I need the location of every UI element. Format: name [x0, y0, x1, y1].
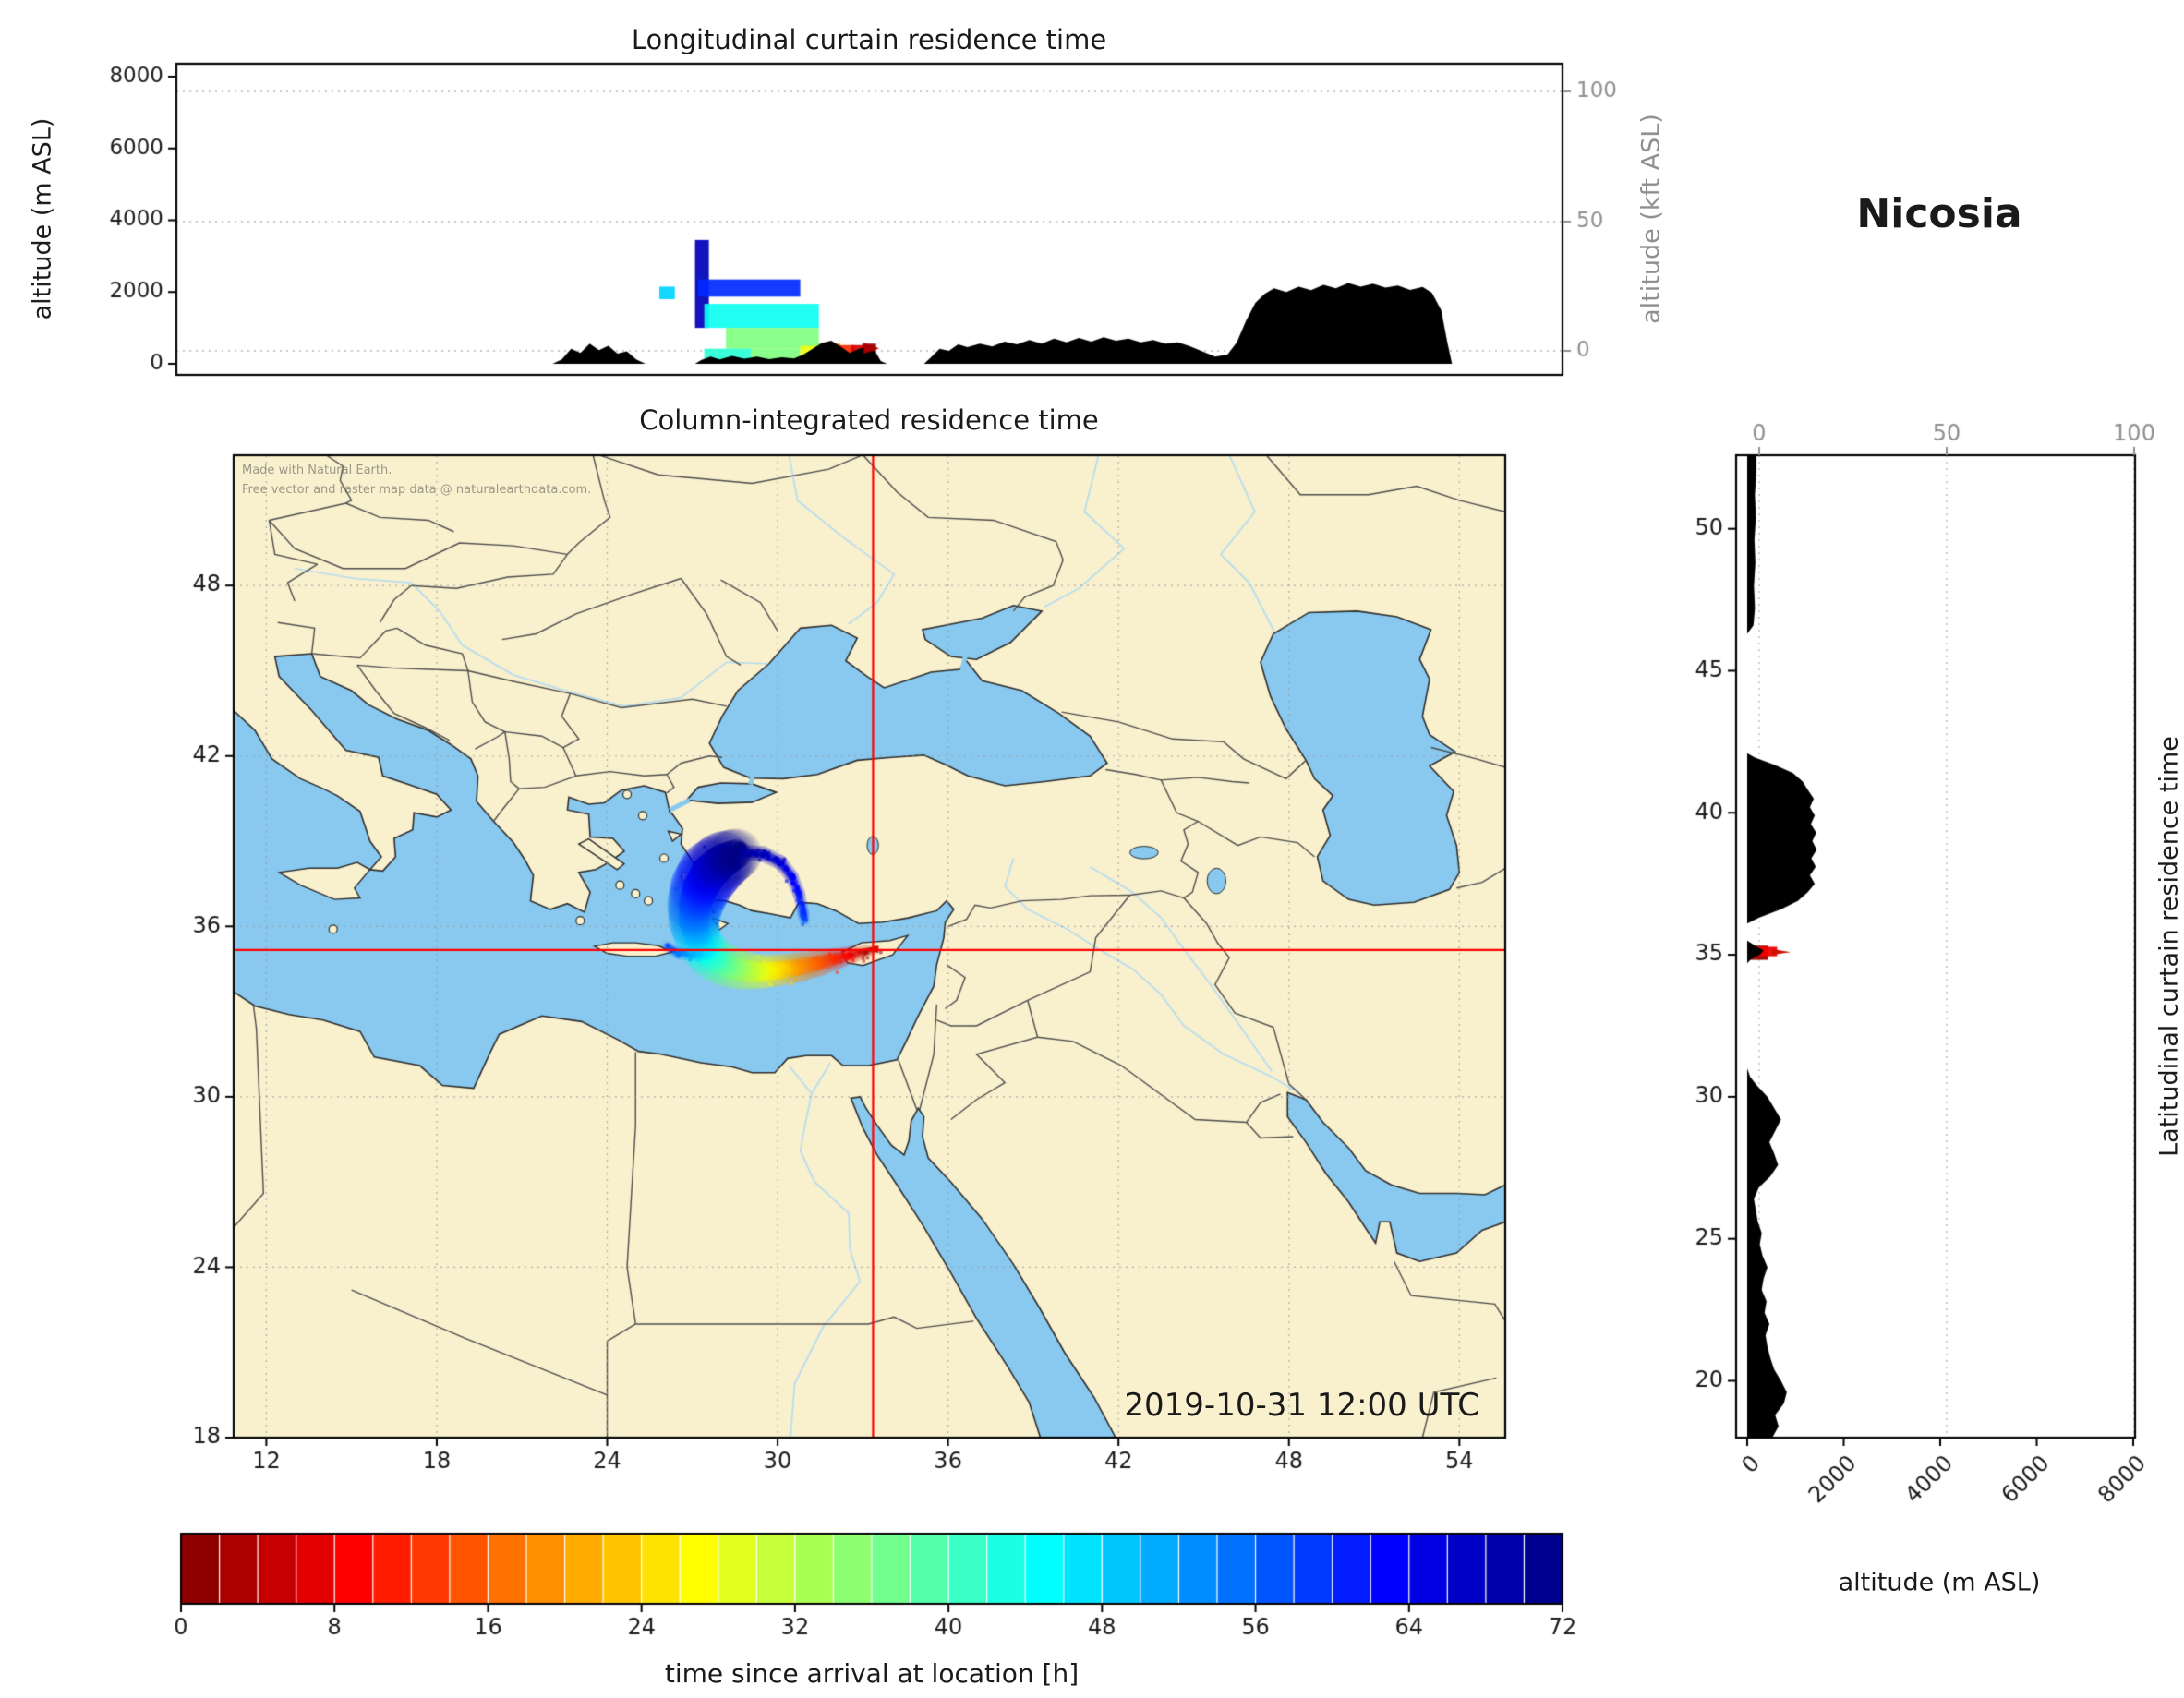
- right-panel-side-label: Latitudinal curtain residence time: [2154, 736, 2184, 1157]
- map-attribution: Made with Natural Earth. Free vector and…: [242, 462, 591, 500]
- map-attribution-line2: Free vector and raster map data @ natura…: [242, 482, 592, 497]
- colorbar-label: time since arrival at location [h]: [664, 1658, 1080, 1689]
- top-panel-title: Longitudinal curtain residence time: [631, 24, 1107, 55]
- map-attribution-line1: Made with Natural Earth.: [242, 464, 392, 477]
- right-panel-xlabel: altitude (m ASL): [1838, 1568, 2041, 1597]
- timestamp: 2019-10-31 12:00 UTC: [1124, 1387, 1479, 1424]
- top-panel-right-ylabel: altitude (kft ASL): [1636, 114, 1666, 324]
- map-title: Column-integrated residence time: [639, 404, 1099, 436]
- station-name: Nicosia: [1856, 190, 2022, 237]
- top-panel-ylabel: altitude (m ASL): [28, 117, 57, 320]
